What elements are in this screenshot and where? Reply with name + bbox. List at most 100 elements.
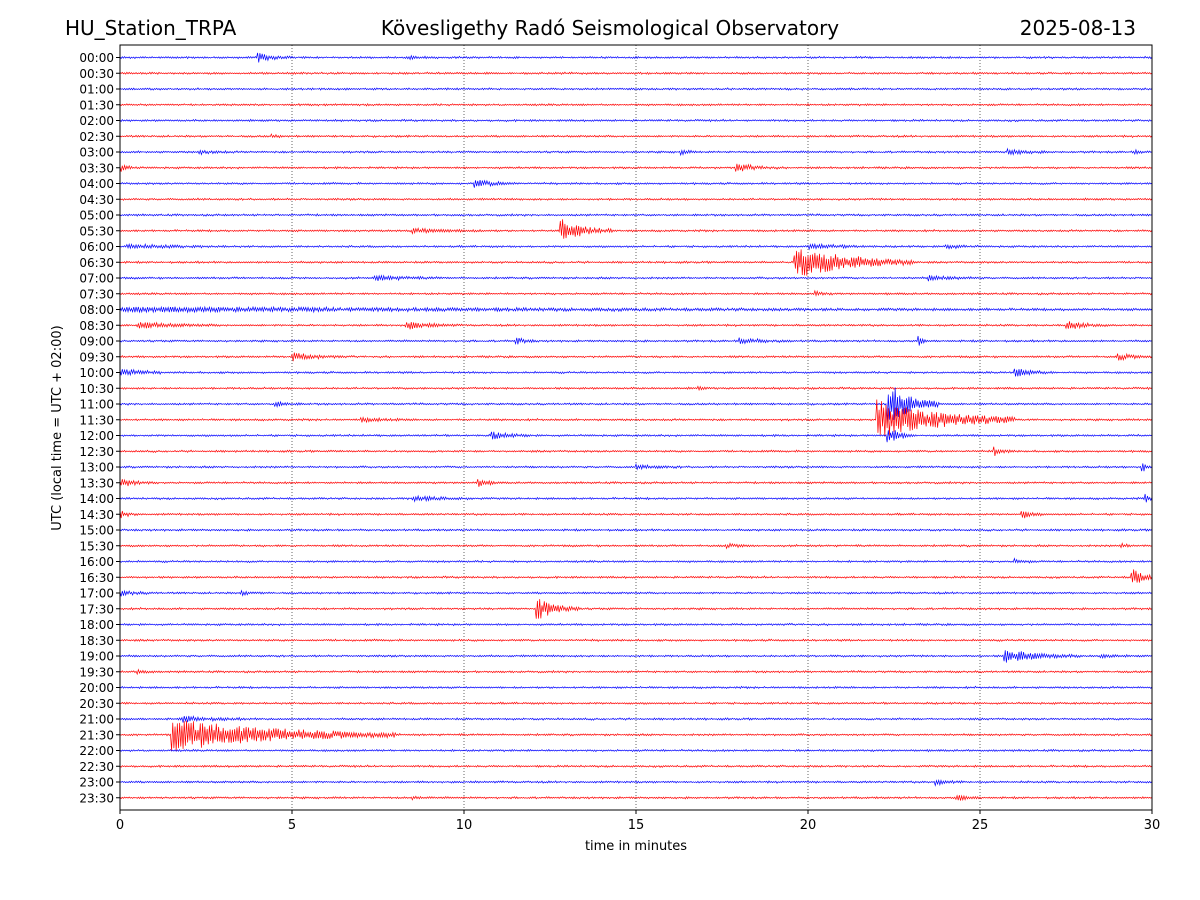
trace-1100	[119, 387, 1153, 422]
y-tick-label: 11:30	[79, 413, 114, 427]
y-tick-label: 19:30	[79, 665, 114, 679]
y-tick-label: 03:00	[79, 146, 114, 160]
y-tick-label: 11:00	[79, 398, 114, 412]
trace-0130	[119, 103, 1153, 107]
y-tick-label: 13:30	[79, 476, 114, 490]
y-tick-label: 08:30	[79, 319, 114, 333]
trace-0300	[119, 147, 1153, 157]
y-tick-label: 16:00	[79, 555, 114, 569]
trace-1030	[119, 385, 1153, 392]
trace-1930	[119, 668, 1153, 676]
y-tick-label: 05:30	[79, 224, 114, 238]
observatory-title: Kövesligethy Radó Seismological Observat…	[380, 16, 840, 40]
y-tick-label: 17:00	[79, 587, 114, 601]
trace-1630	[119, 569, 1153, 583]
y-tick-label: 09:30	[79, 350, 114, 364]
y-tick-label: 23:00	[79, 776, 114, 790]
trace-2130	[119, 720, 1153, 751]
y-tick-label: 22:30	[79, 760, 114, 774]
y-tick-label: 09:00	[79, 335, 114, 349]
y-tick-label: 10:30	[79, 382, 114, 396]
trace-0030	[119, 71, 1153, 76]
trace-0630	[119, 249, 1153, 276]
y-tick-label: 17:30	[79, 602, 114, 616]
trace-1830	[119, 638, 1153, 643]
y-tick-label: 20:30	[79, 697, 114, 711]
y-tick-label: 08:00	[79, 303, 114, 317]
trace-2100	[119, 715, 1153, 723]
y-axis-label: UTC (local time = UTC + 02:00)	[50, 325, 65, 530]
y-tick-label: 19:00	[79, 650, 114, 664]
trace-0400	[119, 179, 1153, 188]
y-tick-label: 00:00	[79, 51, 114, 65]
trace-0330	[119, 163, 1153, 172]
y-tick-label: 10:00	[79, 366, 114, 380]
y-tick-label: 20:00	[79, 681, 114, 695]
y-tick-label: 03:30	[79, 161, 114, 175]
y-tick-label: 21:00	[79, 713, 114, 727]
trace-1430	[119, 510, 1153, 519]
trace-0600	[119, 242, 1153, 251]
trace-1230	[119, 446, 1153, 456]
trace-2230	[119, 764, 1153, 769]
y-tick-label: 21:30	[79, 728, 114, 742]
x-tick-label: 20	[800, 818, 817, 833]
trace-0230	[119, 133, 1153, 139]
y-tick-label: 13:00	[79, 461, 114, 475]
x-tick-label: 5	[288, 818, 296, 833]
y-tick-label: 04:30	[79, 193, 114, 207]
x-tick-label: 30	[1144, 818, 1161, 833]
trace-1130	[119, 399, 1153, 437]
y-tick-label: 23:30	[79, 791, 114, 805]
x-axis-ticks: 0 5 10 15 20 25 30	[116, 810, 1160, 833]
x-axis-label: time in minutes	[585, 839, 687, 854]
trace-0930	[119, 352, 1153, 362]
y-tick-label: 18:30	[79, 634, 114, 648]
plot-area-background	[120, 45, 1152, 810]
trace-0200	[119, 118, 1153, 123]
x-tick-label: 10	[456, 818, 473, 833]
trace-1700	[119, 589, 1153, 597]
trace-1800	[119, 622, 1153, 627]
trace-0900	[119, 335, 1153, 346]
seismogram-traces	[119, 52, 1153, 802]
y-tick-label: 01:00	[79, 83, 114, 97]
trace-1200	[119, 430, 1153, 443]
trace-1530	[119, 542, 1153, 550]
trace-0500	[119, 213, 1153, 217]
trace-2330	[119, 794, 1153, 802]
y-tick-label: 00:30	[79, 67, 114, 81]
trace-1900	[119, 650, 1153, 663]
trace-2030	[119, 701, 1153, 706]
x-tick-label: 15	[628, 818, 645, 833]
trace-0800	[119, 305, 1153, 314]
y-tick-label: 06:00	[79, 240, 114, 254]
trace-0830	[119, 321, 1153, 330]
x-tick-label: 25	[972, 818, 989, 833]
y-tick-label: 14:00	[79, 492, 114, 506]
y-tick-label: 12:00	[79, 429, 114, 443]
trace-1400	[119, 493, 1153, 503]
y-tick-label: 22:00	[79, 744, 114, 758]
x-tick-label: 0	[116, 818, 124, 833]
trace-0430	[119, 197, 1153, 201]
trace-1500	[119, 528, 1153, 532]
trace-1730	[119, 599, 1153, 619]
trace-1000	[119, 368, 1153, 377]
y-tick-label: 12:30	[79, 445, 114, 459]
y-tick-label: 15:30	[79, 539, 114, 553]
y-tick-label: 04:00	[79, 177, 114, 191]
date-title: 2025-08-13	[1019, 16, 1136, 40]
station-title: HU_Station_TRPA	[65, 16, 237, 40]
y-tick-label: 14:30	[79, 508, 114, 522]
trace-1600	[119, 557, 1153, 564]
y-tick-label: 02:30	[79, 130, 114, 144]
trace-2200	[119, 748, 1153, 753]
trace-1300	[119, 462, 1153, 472]
y-tick-label: 16:30	[79, 571, 114, 585]
plot-frame	[119, 44, 1153, 811]
y-tick-label: 15:00	[79, 524, 114, 538]
y-tick-label: 07:30	[79, 287, 114, 301]
